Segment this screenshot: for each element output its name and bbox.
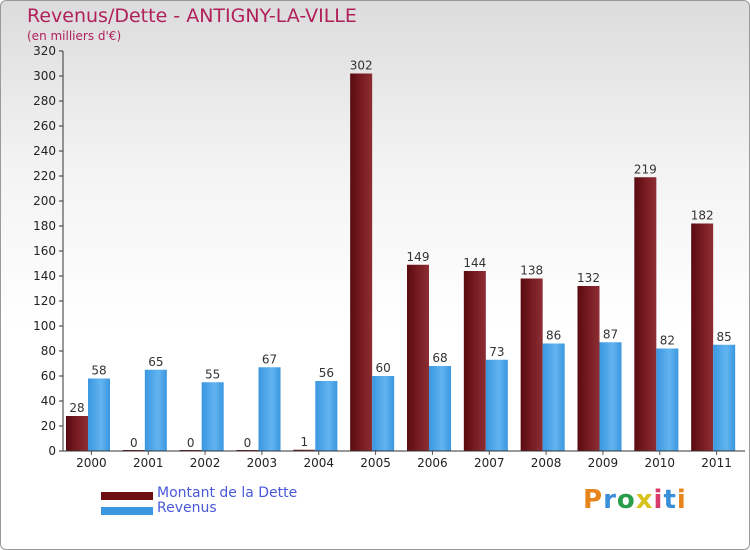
value-label-dette-2001: 0 [130, 436, 138, 450]
value-label-revenus-2008: 86 [546, 329, 561, 343]
logo-letter: i [653, 485, 664, 515]
x-tick-label-2011: 2011 [701, 456, 732, 470]
y-tick-label-240: 240 [33, 144, 56, 158]
logo-letter: i [676, 485, 687, 515]
bar-dette-2006 [407, 264, 429, 451]
x-tick-label-2006: 2006 [417, 456, 448, 470]
legend-swatch-dette [101, 492, 153, 500]
bar-revenus-2004 [315, 381, 338, 451]
bar-revenus-2002 [201, 382, 224, 451]
y-tick-label-0: 0 [48, 444, 56, 458]
bar-dette-2009 [577, 286, 600, 451]
bar-revenus-2000 [88, 378, 110, 451]
bar-revenus-2001 [144, 369, 167, 451]
logo-letter: o [616, 485, 636, 515]
value-label-dette-2008: 138 [520, 264, 543, 278]
axes-group: 2000 2001 2002 2003 2004 2005 2006 2007 2008 2009… [33, 44, 745, 470]
logo-letter: t [663, 485, 677, 515]
bar-revenus-2008 [542, 343, 565, 451]
bar-revenus-2010 [656, 348, 679, 451]
value-label-revenus-2005: 60 [376, 361, 391, 375]
y-tick-label-140: 140 [33, 269, 56, 283]
chart-title: Revenus/Dette - ANTIGNY-LA-VILLE [27, 5, 357, 27]
y-tick-label-40: 40 [41, 394, 56, 408]
value-label-dette-2011: 182 [691, 209, 714, 223]
y-tick-label-160: 160 [33, 244, 56, 258]
x-tick-label-2000: 2000 [76, 456, 107, 470]
logo-letter: P [583, 485, 604, 515]
value-label-dette-2002: 0 [187, 436, 195, 450]
bar-revenus-2007 [485, 359, 508, 451]
bar-revenus-2003 [258, 367, 281, 451]
value-label-dette-2004: 1 [301, 435, 309, 449]
bar-dette-2007 [463, 271, 486, 451]
value-label-dette-2000: 28 [69, 401, 84, 415]
y-tick-label-220: 220 [33, 169, 56, 183]
y-tick-label-100: 100 [33, 319, 56, 333]
y-tick-label-20: 20 [41, 419, 56, 433]
value-label-revenus-2001: 65 [148, 355, 163, 369]
x-tick-label-2003: 2003 [247, 456, 278, 470]
x-tick-label-2009: 2009 [588, 456, 619, 470]
y-tick-label-120: 120 [33, 294, 56, 308]
y-tick-label-280: 280 [33, 94, 56, 108]
bar-revenus-2006 [429, 366, 451, 451]
value-label-revenus-2006: 68 [432, 351, 447, 365]
value-label-dette-2010: 219 [634, 162, 657, 176]
y-tick-label-320: 320 [33, 44, 56, 58]
value-label-dette-2009: 132 [577, 271, 600, 285]
legend-swatch-revenus [101, 507, 153, 515]
logo-letter: x [635, 485, 654, 515]
bar-dette-2008 [520, 278, 543, 451]
proxiti-logo: Proxiti [583, 485, 687, 515]
bar-dette-2000 [66, 416, 88, 451]
value-label-revenus-2010: 82 [660, 334, 675, 348]
value-label-revenus-2002: 55 [205, 367, 220, 381]
chart-subtitle: (en milliers d'€) [27, 29, 122, 43]
y-tick-label-80: 80 [41, 344, 56, 358]
bar-dette-2005 [350, 73, 373, 451]
y-tick-label-60: 60 [41, 369, 56, 383]
x-tick-label-2010: 2010 [644, 456, 675, 470]
value-label-dette-2003: 0 [244, 436, 252, 450]
y-tick-label-200: 200 [33, 194, 56, 208]
bars-group: 28 58 0 65 0 55 0 67 1 56 302 60 149 68 144 73 138 86 132 8… [66, 59, 736, 451]
value-label-revenus-2011: 85 [717, 330, 732, 344]
x-tick-label-2005: 2005 [360, 456, 391, 470]
bar-dette-2011 [691, 223, 714, 451]
bar-revenus-2005 [372, 376, 395, 451]
x-tick-label-2004: 2004 [303, 456, 334, 470]
x-tick-label-2002: 2002 [190, 456, 221, 470]
value-label-dette-2006: 149 [407, 250, 430, 264]
value-label-revenus-2003: 67 [262, 352, 277, 366]
legend-label-dette: Montant de la Dette [157, 485, 298, 501]
legend-label-revenus: Revenus [157, 500, 217, 516]
x-tick-label-2007: 2007 [474, 456, 505, 470]
x-tick-label-2001: 2001 [133, 456, 164, 470]
value-label-revenus-2009: 87 [603, 327, 618, 341]
y-tick-label-260: 260 [33, 119, 56, 133]
value-label-dette-2005: 302 [350, 59, 373, 73]
bar-revenus-2011 [713, 344, 736, 451]
value-label-revenus-2000: 58 [91, 364, 106, 378]
value-label-revenus-2004: 56 [319, 366, 334, 380]
x-tick-label-2008: 2008 [531, 456, 562, 470]
value-label-dette-2007: 144 [463, 256, 486, 270]
bar-dette-2010 [634, 177, 657, 451]
bar-dette-2004 [293, 449, 316, 451]
logo-letter: r [603, 485, 617, 515]
y-tick-label-180: 180 [33, 219, 56, 233]
value-label-revenus-2007: 73 [489, 345, 504, 359]
bar-revenus-2009 [599, 342, 622, 451]
y-tick-label-300: 300 [33, 69, 56, 83]
